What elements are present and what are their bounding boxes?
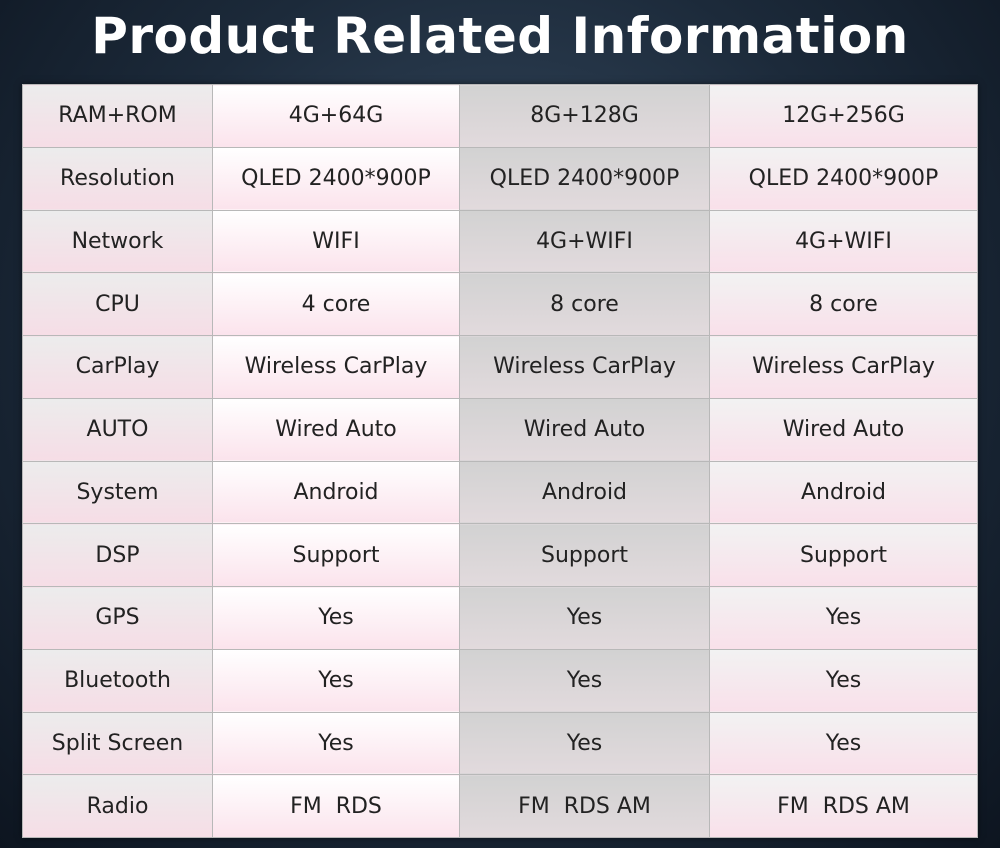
- cell: Support: [212, 523, 460, 587]
- page-title: Product Related Information: [91, 7, 909, 65]
- row-label: RAM+ROM: [22, 84, 213, 148]
- cell: Yes: [459, 648, 710, 713]
- cell: 8G+128G: [459, 84, 710, 148]
- cell: Android: [212, 460, 460, 525]
- cell: 4G+64G: [212, 84, 460, 148]
- row-label: Network: [22, 209, 213, 274]
- table-row: GPS Yes Yes Yes: [22, 586, 978, 650]
- row-label: AUTO: [22, 397, 213, 462]
- cell: 4G+WIFI: [709, 209, 978, 274]
- cell: 8 core: [459, 272, 710, 336]
- cell: Wired Auto: [709, 397, 978, 462]
- row-label: DSP: [22, 523, 213, 587]
- row-label: Radio: [22, 774, 213, 838]
- table-row: CPU 4 core 8 core 8 core: [22, 272, 978, 336]
- cell: Wired Auto: [212, 397, 460, 462]
- cell: WIFI: [212, 209, 460, 274]
- cell: Wireless CarPlay: [212, 335, 460, 399]
- table-row: Network WIFI 4G+WIFI 4G+WIFI: [22, 209, 978, 274]
- table-row: AUTO Wired Auto Wired Auto Wired Auto: [22, 397, 978, 462]
- row-label: System: [22, 460, 213, 525]
- table-row: CarPlay Wireless CarPlay Wireless CarPlay W…: [22, 335, 978, 399]
- cell: Wired Auto: [459, 397, 710, 462]
- cell: QLED 2400*900P: [459, 146, 710, 211]
- cell: Yes: [709, 586, 978, 650]
- cell: 4 core: [212, 272, 460, 336]
- row-label: Resolution: [22, 146, 213, 211]
- cell: Wireless CarPlay: [709, 335, 978, 399]
- cell: Wireless CarPlay: [459, 335, 710, 399]
- row-label: GPS: [22, 586, 213, 650]
- cell: 12G+256G: [709, 84, 978, 148]
- row-label: CPU: [22, 272, 213, 336]
- row-label: Bluetooth: [22, 648, 213, 713]
- cell: Support: [709, 523, 978, 587]
- table-row: Resolution QLED 2400*900P QLED 2400*900P QL…: [22, 146, 978, 211]
- table-row: Radio FM RDS FM RDS AM FM RDS AM: [22, 774, 978, 838]
- cell: Yes: [459, 711, 710, 776]
- cell: Support: [459, 523, 710, 587]
- table-row: DSP Support Support Support: [22, 523, 978, 587]
- cell: Yes: [212, 711, 460, 776]
- cell: Yes: [212, 586, 460, 650]
- cell: Yes: [212, 648, 460, 713]
- cell: FM RDS AM: [709, 774, 978, 838]
- table-row: Split Screen Yes Yes Yes: [22, 711, 978, 776]
- cell: Yes: [709, 648, 978, 713]
- table-row: RAM+ROM 4G+64G 8G+128G 12G+256G: [22, 84, 978, 148]
- table-row: System Android Android Android: [22, 460, 978, 525]
- cell: Yes: [459, 586, 710, 650]
- cell: Yes: [709, 711, 978, 776]
- cell: QLED 2400*900P: [709, 146, 978, 211]
- cell: QLED 2400*900P: [212, 146, 460, 211]
- spec-table: RAM+ROM 4G+64G 8G+128G 12G+256G Resolution QL…: [22, 84, 978, 838]
- cell: Android: [709, 460, 978, 525]
- cell: Android: [459, 460, 710, 525]
- cell: FM RDS AM: [459, 774, 710, 838]
- row-label: CarPlay: [22, 335, 213, 399]
- row-label: Split Screen: [22, 711, 213, 776]
- cell: 4G+WIFI: [459, 209, 710, 274]
- cell: 8 core: [709, 272, 978, 336]
- cell: FM RDS: [212, 774, 460, 838]
- table-row: Bluetooth Yes Yes Yes: [22, 648, 978, 713]
